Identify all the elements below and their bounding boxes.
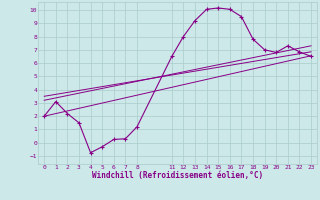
X-axis label: Windchill (Refroidissement éolien,°C): Windchill (Refroidissement éolien,°C) — [92, 171, 263, 180]
